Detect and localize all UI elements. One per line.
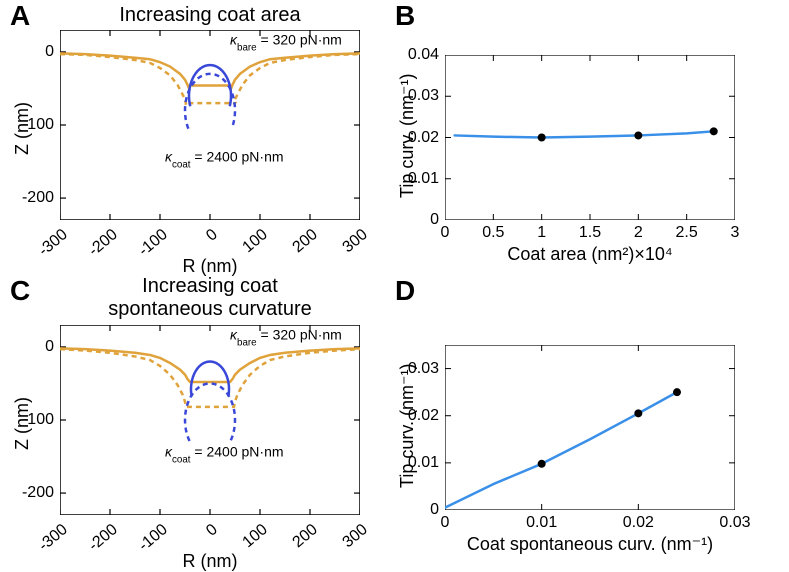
xtick-label: 200 <box>290 521 322 552</box>
panel-title: Increasing coat spontaneous curvature <box>60 275 360 321</box>
xtick-label: 300 <box>340 226 372 257</box>
xtick-label: 0.5 <box>475 224 511 242</box>
xtick-label: 100 <box>240 226 272 257</box>
x-axis-label: R (nm) <box>60 551 360 572</box>
panel-B-plot <box>445 55 735 220</box>
x-axis-label: Coat area (nm²)×10⁴ <box>445 244 735 265</box>
panel-C-plot: κbare = 320 pN·nmκcoat = 2400 pN·nm <box>60 325 360 515</box>
panel-D-plot <box>445 345 735 510</box>
xtick-label: 0.01 <box>524 514 560 532</box>
xtick-label: 1.5 <box>572 224 608 242</box>
figure: ABCDκbare = 320 pN·nmκcoat = 2400 pN·nm-… <box>0 0 789 568</box>
y-axis-label: Tip curv. (nm⁻¹) <box>397 73 418 198</box>
ytick-label: 0.04 <box>408 46 439 64</box>
y-axis-label: Z (nm) <box>12 397 33 450</box>
xtick-label: 100 <box>240 521 272 552</box>
ytick-label: -200 <box>22 189 54 207</box>
xtick-label: 2 <box>620 224 656 242</box>
ytick-label: 0 <box>430 501 439 519</box>
xtick-label: 200 <box>290 226 322 257</box>
x-axis-label: R (nm) <box>60 256 360 277</box>
ytick-label: -200 <box>22 484 54 502</box>
panel-label-B: B <box>395 0 415 32</box>
xtick-label: 2.5 <box>669 224 705 242</box>
panel-A-plot: κbare = 320 pN·nmκcoat = 2400 pN·nm <box>60 30 360 220</box>
y-axis-label: Z (nm) <box>12 102 33 155</box>
ytick-label: 0 <box>45 338 54 356</box>
xtick-label: 1 <box>524 224 560 242</box>
panel-label-C: C <box>10 275 30 307</box>
xtick-label: 0 <box>203 521 221 541</box>
panel-label-A: A <box>10 0 30 32</box>
panel-title: Increasing coat area <box>60 4 360 27</box>
xtick-label: 0.02 <box>620 514 656 532</box>
ytick-label: 0 <box>430 211 439 229</box>
y-axis-label: Tip curv. (nm⁻¹) <box>397 363 418 488</box>
panel-label-D: D <box>395 275 415 307</box>
xtick-label: 0 <box>203 226 221 246</box>
ytick-label: 0 <box>45 43 54 61</box>
xtick-label: 3 <box>717 224 753 242</box>
xtick-label: 300 <box>340 521 372 552</box>
xtick-label: 0.03 <box>717 514 753 532</box>
x-axis-label: Coat spontaneous curv. (nm⁻¹) <box>425 534 755 555</box>
